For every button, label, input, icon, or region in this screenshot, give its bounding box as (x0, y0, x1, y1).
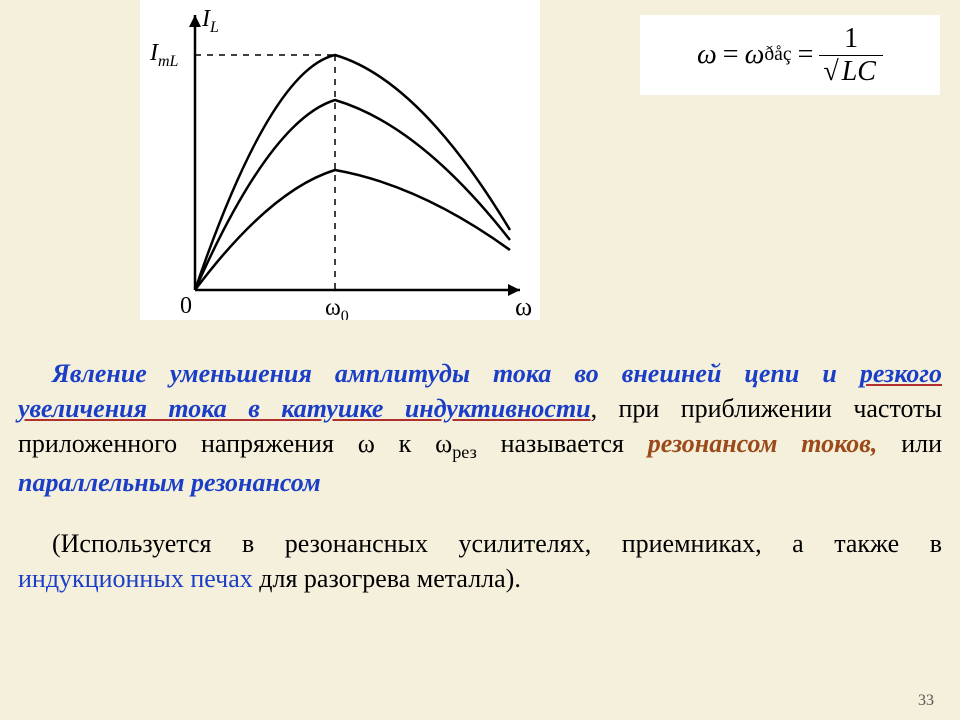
p2-s1: (Используется в резонансных усилителях, … (52, 529, 942, 558)
formula-eq1: = (723, 39, 739, 71)
formula-numerator: 1 (840, 25, 862, 55)
paragraph-definition: Явление уменьшения амплитуды тока во вне… (18, 356, 942, 500)
x-tick-label: ω0 (325, 295, 349, 320)
text-block: Явление уменьшения амплитуды тока во вне… (0, 356, 960, 596)
formula-omega-mid: ω (745, 39, 765, 71)
formula-denominator: √LC (819, 55, 883, 86)
p2-s2: индукционных печах (18, 564, 253, 593)
paragraph-usage: (Используется в резонансных усилителях, … (18, 526, 942, 596)
formula-omega-mid-sub: ðåç (764, 44, 791, 66)
p2-s3: для разогрева металла). (253, 564, 521, 593)
formula-eq2: = (798, 39, 814, 71)
formula-fraction: 1 √LC (819, 25, 883, 86)
x-axis-end-label: ω (515, 292, 532, 320)
page-number: 33 (918, 692, 934, 710)
top-area: IL ImL 0 ω0 ω ω = ωðåç = 1 √LC (0, 0, 960, 330)
p1-s7: параллельным резонансом (18, 468, 321, 497)
y-tick-label: ImL (149, 40, 179, 70)
p1-s5: резонансом токов, (648, 429, 901, 458)
origin-label: 0 (180, 293, 192, 319)
p1-s1: Явление уменьшения амплитуды тока во вне… (52, 359, 860, 388)
resonance-chart: IL ImL 0 ω0 ω (140, 0, 540, 320)
formula-omega-left: ω (697, 39, 717, 71)
chart-svg: IL ImL 0 ω0 ω (140, 0, 540, 320)
y-axis-label: IL (201, 6, 219, 36)
p1-s4: называется (477, 429, 648, 458)
resonance-formula: ω = ωðåç = 1 √LC (640, 15, 940, 95)
p1-s6: или (901, 429, 942, 458)
